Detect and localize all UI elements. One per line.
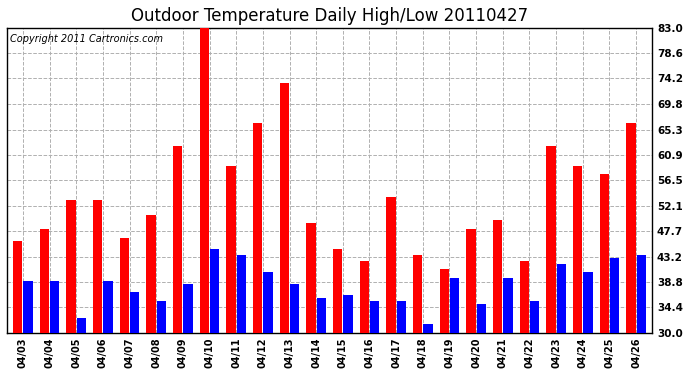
Bar xyxy=(23,281,33,333)
Bar xyxy=(503,278,513,333)
Bar xyxy=(40,229,49,333)
Bar xyxy=(493,220,502,333)
Bar xyxy=(520,261,529,333)
Bar xyxy=(146,215,156,333)
Bar xyxy=(583,272,593,333)
Bar xyxy=(50,281,59,333)
Bar xyxy=(546,146,555,333)
Bar xyxy=(333,249,342,333)
Bar xyxy=(130,292,139,333)
Bar xyxy=(13,241,22,333)
Bar xyxy=(93,200,102,333)
Text: Copyright 2011 Cartronics.com: Copyright 2011 Cartronics.com xyxy=(10,34,163,44)
Bar xyxy=(66,200,76,333)
Bar xyxy=(317,298,326,333)
Bar xyxy=(210,249,219,333)
Bar xyxy=(386,198,395,333)
Bar xyxy=(359,261,369,333)
Bar xyxy=(440,269,449,333)
Bar xyxy=(279,82,289,333)
Bar xyxy=(306,224,315,333)
Bar xyxy=(530,301,540,333)
Bar xyxy=(573,166,582,333)
Bar xyxy=(226,166,236,333)
Bar xyxy=(119,238,129,333)
Bar xyxy=(290,284,299,333)
Bar xyxy=(466,229,475,333)
Bar xyxy=(344,295,353,333)
Bar xyxy=(413,255,422,333)
Bar xyxy=(253,123,262,333)
Bar xyxy=(199,28,209,333)
Title: Outdoor Temperature Daily High/Low 20110427: Outdoor Temperature Daily High/Low 20110… xyxy=(131,7,528,25)
Bar xyxy=(557,264,566,333)
Bar xyxy=(637,255,646,333)
Bar xyxy=(397,301,406,333)
Bar xyxy=(610,258,620,333)
Bar xyxy=(77,318,86,333)
Bar xyxy=(600,174,609,333)
Bar xyxy=(157,301,166,333)
Bar xyxy=(477,304,486,333)
Bar xyxy=(370,301,380,333)
Bar xyxy=(237,255,246,333)
Bar xyxy=(173,146,182,333)
Bar xyxy=(450,278,460,333)
Bar xyxy=(264,272,273,333)
Bar xyxy=(424,324,433,333)
Bar xyxy=(184,284,193,333)
Bar xyxy=(104,281,112,333)
Bar xyxy=(627,123,635,333)
